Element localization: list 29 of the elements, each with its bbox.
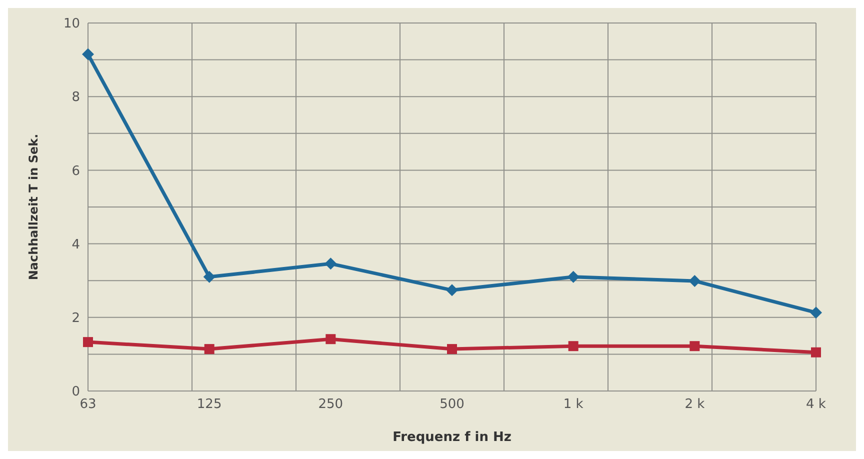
y-tick-label: 4 bbox=[72, 237, 80, 252]
x-tick-label: 63 bbox=[80, 397, 96, 412]
point bbox=[568, 341, 578, 352]
x-tick-label: 4 k bbox=[806, 397, 826, 412]
x-tick-label: 125 bbox=[196, 397, 222, 412]
y-axis-title: Nachhallzeit T in Sek. bbox=[26, 134, 40, 280]
point bbox=[690, 341, 700, 352]
point bbox=[326, 334, 336, 344]
point bbox=[446, 284, 458, 296]
x-tick-label: 1 k bbox=[563, 397, 584, 412]
x-axis-title: Frequenz f in Hz bbox=[392, 430, 512, 445]
y-tick-label: 2 bbox=[72, 311, 80, 326]
y-tick-label: 8 bbox=[72, 90, 80, 106]
x-tick-label: 2 k bbox=[684, 397, 706, 412]
point bbox=[83, 337, 93, 348]
y-tick-label: 0 bbox=[72, 384, 80, 400]
point bbox=[811, 347, 821, 358]
point bbox=[447, 344, 457, 354]
point bbox=[810, 306, 822, 319]
point bbox=[203, 270, 216, 283]
point bbox=[567, 270, 580, 283]
point bbox=[82, 48, 94, 60]
point bbox=[688, 274, 701, 287]
point bbox=[204, 344, 214, 354]
y-tick-label: 10 bbox=[63, 16, 80, 32]
x-tick-label: 250 bbox=[318, 397, 344, 412]
y-tick-label: 6 bbox=[72, 164, 80, 179]
point bbox=[324, 258, 337, 270]
x-tick-label: 500 bbox=[440, 397, 464, 412]
